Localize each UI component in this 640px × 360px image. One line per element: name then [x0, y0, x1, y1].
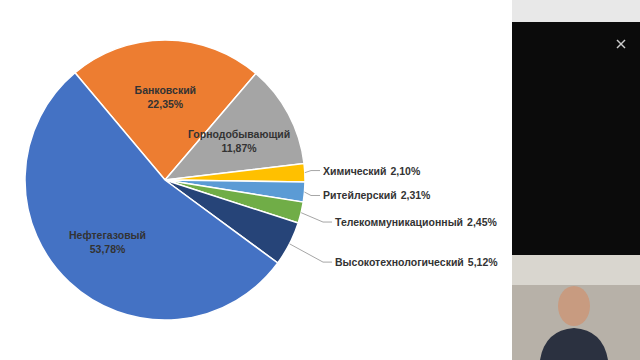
slice-label-value: 2,45% — [467, 216, 497, 228]
browser-toolbar — [512, 0, 640, 22]
slice-value: 53,78% — [90, 243, 126, 255]
labels: Банковский 22,35% Горнодобывающий 11,87% Хим… — [69, 84, 498, 268]
webcam — [512, 255, 640, 360]
side-panel — [512, 22, 640, 360]
webcam-person — [558, 286, 590, 326]
slice-label-value: 2,31% — [401, 189, 431, 201]
slice-label: Телекоммуникационный 2,45% — [335, 216, 497, 228]
pie-slice — [25, 73, 278, 320]
leader-line — [305, 171, 320, 173]
slice-label: Ритейлерский 2,31% — [323, 189, 431, 201]
slice-label: Химический 2,10% — [323, 165, 421, 177]
slice-label: Нефтегазовый — [69, 229, 146, 241]
slice-label-name: Высокотехнологический — [335, 256, 464, 268]
slice-label-name: Телекоммуникационный — [335, 216, 463, 228]
screen: Банковский 22,35% Горнодобывающий 11,87% Хим… — [0, 0, 640, 360]
close-icon — [617, 40, 625, 48]
slice-label: Горнодобывающий — [188, 128, 290, 140]
leader-line — [290, 244, 332, 262]
pie-slice — [165, 163, 305, 181]
slice-label-name: Ритейлерский — [323, 189, 397, 201]
slice-label-value: 2,10% — [390, 165, 420, 177]
slice-label: Банковский — [135, 84, 196, 96]
leader-line — [304, 192, 320, 195]
slice-value: 22,35% — [148, 98, 184, 110]
slice-label: Высокотехнологический 5,12% — [335, 256, 498, 268]
slice-value: 11,87% — [222, 142, 258, 154]
slice-label-name: Химический — [323, 165, 386, 177]
leader-line — [301, 213, 332, 222]
close-icon — [617, 40, 625, 48]
slice-label-value: 5,12% — [468, 256, 498, 268]
background — [0, 0, 640, 360]
slices — [25, 40, 305, 320]
webcam-person — [540, 328, 608, 360]
page: Банковский 22,35% Горнодобывающий 11,87% Хим… — [0, 0, 640, 360]
webcam-wall — [512, 255, 640, 285]
